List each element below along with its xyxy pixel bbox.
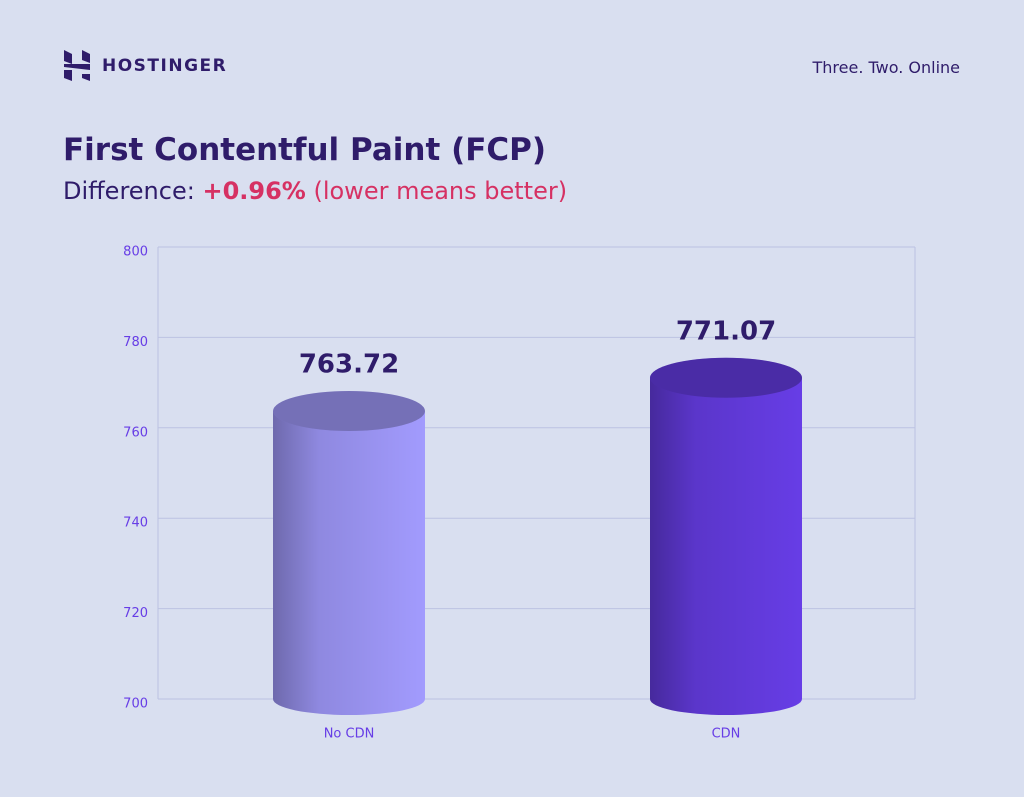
y-tick-label: 700	[123, 697, 148, 712]
chart-title: First Contentful Paint (FCP)	[63, 132, 547, 168]
y-tick-label: 740	[123, 516, 148, 531]
value-label: 763.72	[299, 349, 399, 379]
bar-top-shading	[273, 390, 425, 431]
subtitle-label: Difference:	[63, 177, 195, 205]
bar-top	[273, 390, 425, 431]
x-tick-label: CDN	[712, 727, 741, 742]
logo	[64, 50, 90, 81]
x-tick-label: No CDN	[324, 727, 375, 742]
subtitle-note: (lower means better)	[313, 177, 568, 205]
y-tick-label: 780	[123, 335, 148, 350]
bar-top-shading	[650, 357, 802, 398]
y-tick-label: 720	[123, 606, 148, 621]
y-tick-label: 800	[123, 245, 148, 260]
tagline: Three. Two. Online	[812, 58, 961, 77]
bar-shading	[650, 377, 802, 715]
difference: +0.96%	[202, 177, 306, 205]
value-label: 771.07	[676, 316, 776, 346]
brand: HOSTINGER	[102, 56, 228, 76]
bar-shading	[273, 410, 425, 715]
subtitle: Difference: +0.96% (lower means better)	[63, 177, 567, 205]
y-tick-label: 760	[123, 425, 148, 440]
bar-top	[650, 357, 802, 398]
